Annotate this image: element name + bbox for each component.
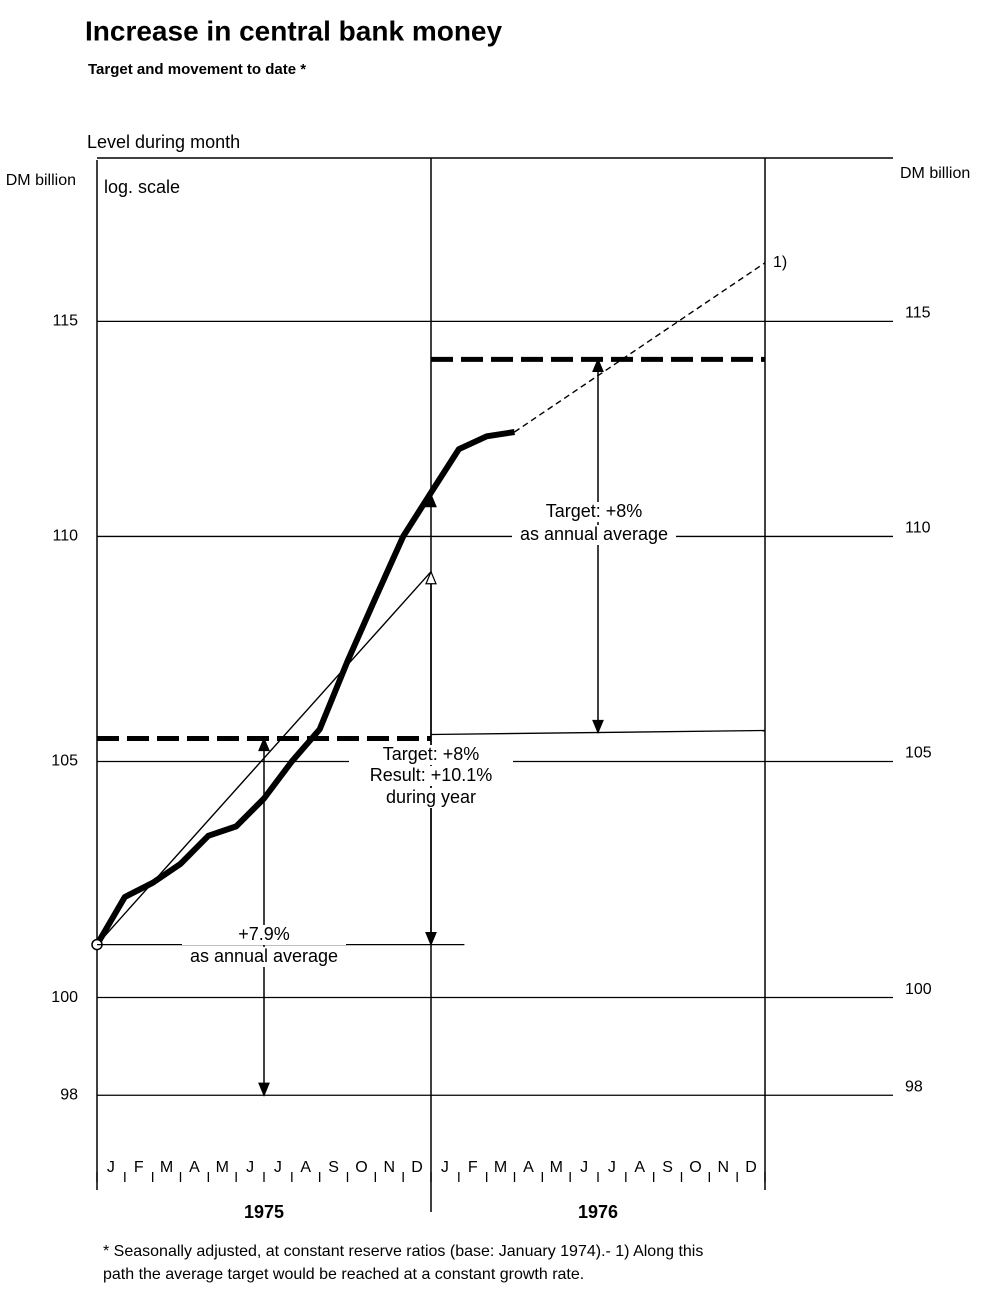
annotation: as annual average (190, 946, 338, 966)
x-tick-label: M (550, 1159, 563, 1176)
x-tick-label: F (468, 1159, 478, 1176)
x-tick-label: A (300, 1159, 311, 1176)
arrow-head (592, 719, 604, 735)
y-axis-label: Level during month (87, 132, 240, 152)
arrow-head (425, 570, 437, 585)
scale-note: log. scale (104, 177, 180, 197)
x-tick-label: J (274, 1159, 282, 1176)
y-tick-label: 98 (60, 1086, 78, 1103)
arrow-head (258, 736, 270, 752)
label-background (182, 925, 346, 945)
y-unit-left: DM billion (6, 172, 76, 189)
x-tick-label: N (383, 1159, 395, 1176)
arrow-head (592, 357, 604, 372)
arrow-head (258, 1082, 270, 1097)
x-tick-label: F (134, 1159, 144, 1176)
series-line (94, 429, 515, 947)
x-tick-label: S (662, 1159, 673, 1176)
y-unit-right: DM billion (900, 165, 970, 182)
annotation: Result: +10.1% (370, 765, 493, 785)
x-tick-label: A (634, 1159, 645, 1176)
x-tick-label: J (107, 1159, 115, 1176)
label-background (182, 947, 346, 967)
y-tick-label-right: 110 (905, 520, 931, 537)
x-tick-label: O (689, 1159, 701, 1176)
y-tick-label-right: 115 (905, 305, 931, 322)
annotation: during year (386, 787, 476, 807)
x-tick-label: A (523, 1159, 534, 1176)
label-background (349, 745, 513, 765)
annotation: Target: +8% (383, 744, 480, 764)
annotation: as annual average (520, 524, 668, 544)
y-tick-label-right: 100 (905, 981, 932, 998)
label-background (349, 788, 513, 808)
x-tick-label: J (580, 1159, 588, 1176)
x-tick-label: N (717, 1159, 729, 1176)
annotation: Target: +8% (546, 501, 643, 521)
y-tick-label: 110 (52, 528, 78, 545)
y-tick-label: 115 (52, 313, 78, 330)
projection-line (514, 262, 766, 433)
footnote: path the average target would be reached… (103, 1266, 584, 1283)
x-tick-label: J (608, 1159, 616, 1176)
x-tick-label: J (246, 1159, 254, 1176)
annotation: +7.9% (238, 924, 290, 944)
x-tick-label: S (328, 1159, 339, 1176)
y-tick-label: 105 (51, 753, 78, 770)
year-label: 1976 (578, 1202, 618, 1222)
x-tick-label: A (189, 1159, 200, 1176)
y-tick-label-right: 105 (905, 745, 932, 762)
projection-note: 1) (773, 254, 787, 271)
x-tick-label: M (160, 1159, 173, 1176)
x-tick-label: O (355, 1159, 367, 1176)
footnote: * Seasonally adjusted, at constant reser… (103, 1243, 703, 1260)
arrow-head (425, 932, 437, 947)
x-tick-label: D (745, 1159, 757, 1176)
label-background (512, 525, 676, 545)
y-tick-label-right: 98 (905, 1078, 923, 1095)
chart-subtitle: Target and movement to date * (88, 61, 306, 78)
y-tick-label: 100 (51, 989, 78, 1006)
label-background (512, 502, 676, 522)
label-background (349, 766, 513, 786)
x-tick-label: D (411, 1159, 423, 1176)
x-tick-label: M (494, 1159, 507, 1176)
x-tick-label: J (441, 1159, 449, 1176)
arrow-head (425, 493, 437, 508)
chart-title: Increase in central bank money (85, 15, 502, 46)
year-label: 1975 (244, 1202, 284, 1222)
x-tick-label: M (216, 1159, 229, 1176)
